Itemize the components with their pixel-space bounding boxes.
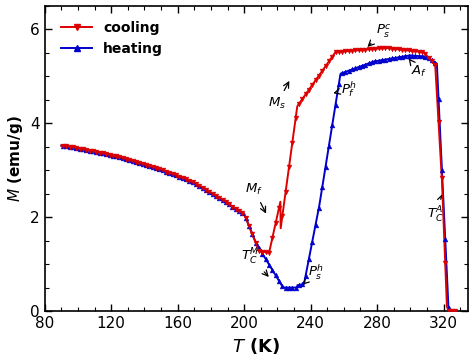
Legend: cooling, heating: cooling, heating xyxy=(56,16,169,62)
Text: $T_C^M$: $T_C^M$ xyxy=(241,247,268,276)
Text: $P_s^c$: $P_s^c$ xyxy=(368,23,392,46)
Text: $A_f$: $A_f$ xyxy=(409,59,427,79)
Text: $M_f$: $M_f$ xyxy=(245,182,265,212)
Text: $T_C^A$: $T_C^A$ xyxy=(427,195,444,225)
X-axis label: $\mathit{T}$ (K): $\mathit{T}$ (K) xyxy=(232,336,281,357)
Text: $M_s$: $M_s$ xyxy=(268,82,289,111)
Text: $P_s^h$: $P_s^h$ xyxy=(303,263,324,285)
Y-axis label: $\mathit{M}$ (emu/g): $\mathit{M}$ (emu/g) xyxy=(6,115,25,202)
Text: $P_f^h$: $P_f^h$ xyxy=(335,79,357,99)
